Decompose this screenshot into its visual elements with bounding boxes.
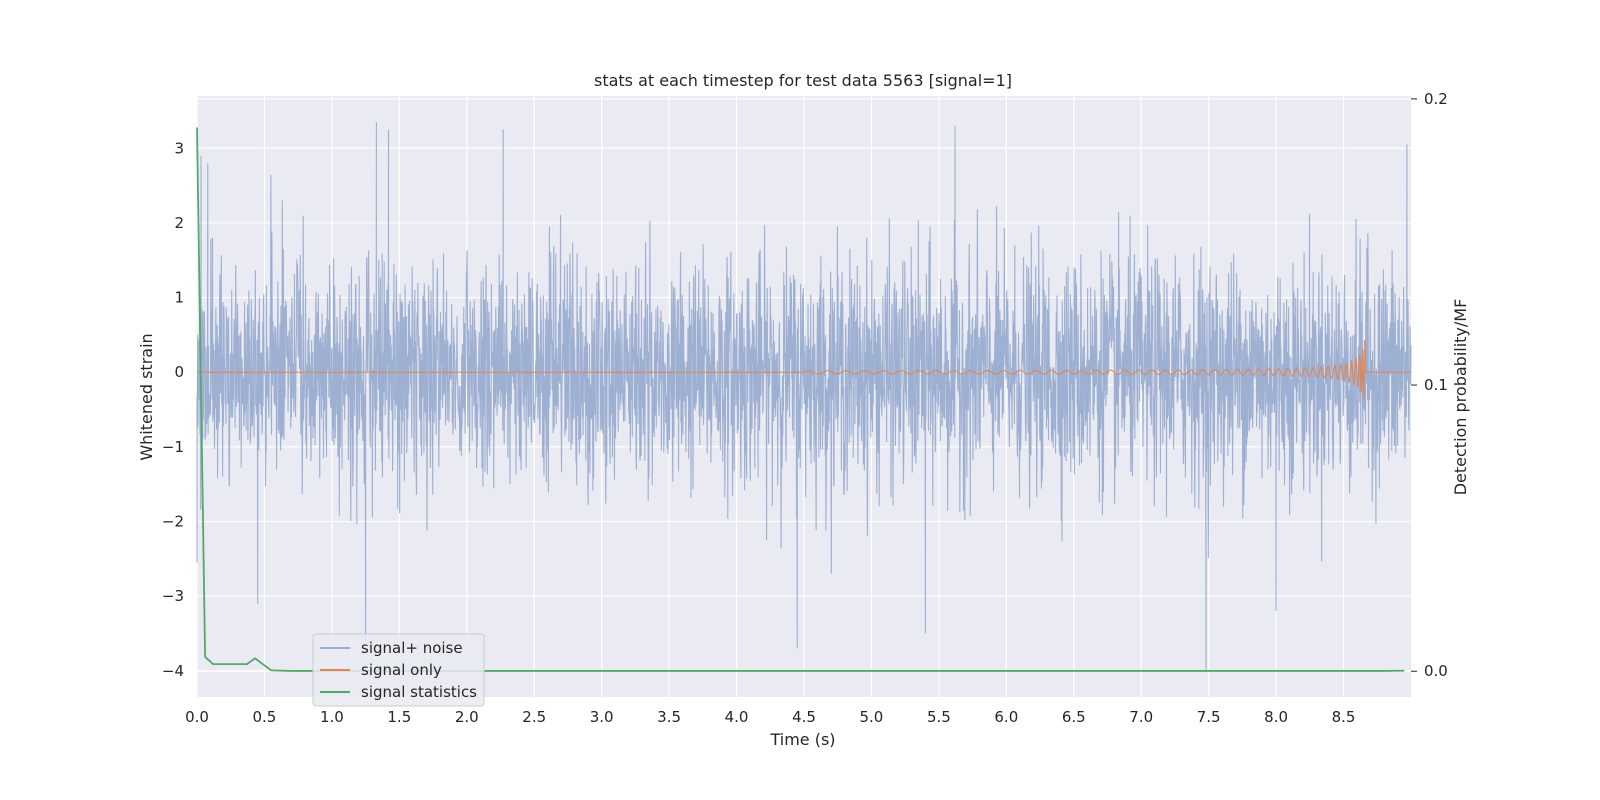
x-tick-label: 0.0 [185, 708, 209, 726]
y-axis-label-right: Detection probability/MF [1451, 299, 1470, 496]
y-tick-label: −4 [162, 662, 184, 680]
y-axis-label: Whitened strain [137, 333, 156, 460]
legend-label-stats: signal statistics [361, 683, 477, 701]
legend-label-noise: signal+ noise [361, 639, 463, 657]
x-axis-label: Time (s) [769, 730, 835, 749]
x-tick-label: 1.5 [387, 708, 411, 726]
x-tick-label: 7.0 [1129, 708, 1153, 726]
y-tick-label-right: 0.0 [1424, 662, 1448, 680]
x-tick-label: 6.0 [994, 708, 1018, 726]
x-tick-label: 7.5 [1197, 708, 1221, 726]
x-tick-label: 2.5 [522, 708, 546, 726]
chart-title: stats at each timestep for test data 556… [594, 71, 1012, 90]
x-tick-label: 6.5 [1062, 708, 1086, 726]
y-tick-label: 0 [174, 363, 184, 381]
y-tick-label: 2 [174, 214, 184, 232]
y-tick-label: −2 [162, 513, 184, 531]
x-tick-label: 5.5 [927, 708, 951, 726]
y-tick-label: 3 [174, 139, 184, 157]
legend: signal+ noise signal only signal statist… [312, 633, 485, 707]
x-tick-label: 5.0 [860, 708, 884, 726]
x-tick-label: 2.0 [455, 708, 479, 726]
y-tick-label: 1 [174, 289, 184, 307]
x-tick-label: 3.5 [657, 708, 681, 726]
x-tick-label: 8.5 [1332, 708, 1356, 726]
tick-labels: 0.0 0.5 1.0 1.5 2.0 2.5 3.0 3.5 4.0 4.5 5.0 5.5 6.0 6… [162, 90, 1448, 726]
series-signal-plus-noise [196, 122, 1412, 671]
y-tick-label-right: 0.2 [1424, 90, 1448, 108]
series-signal-only [197, 340, 1411, 400]
x-tick-label: 3.0 [590, 708, 614, 726]
x-tick-label: 4.5 [792, 708, 816, 726]
x-tick-label: 1.0 [320, 708, 344, 726]
y-tick-label: −1 [162, 438, 184, 456]
x-tick-label: 0.5 [253, 708, 277, 726]
x-tick-label: 4.0 [725, 708, 749, 726]
legend-box [312, 633, 485, 707]
y-tick-label: −3 [162, 587, 184, 605]
x-tick-label: 8.0 [1264, 708, 1288, 726]
y-tick-label-right: 0.1 [1424, 376, 1448, 394]
legend-label-signal: signal only [361, 661, 442, 679]
